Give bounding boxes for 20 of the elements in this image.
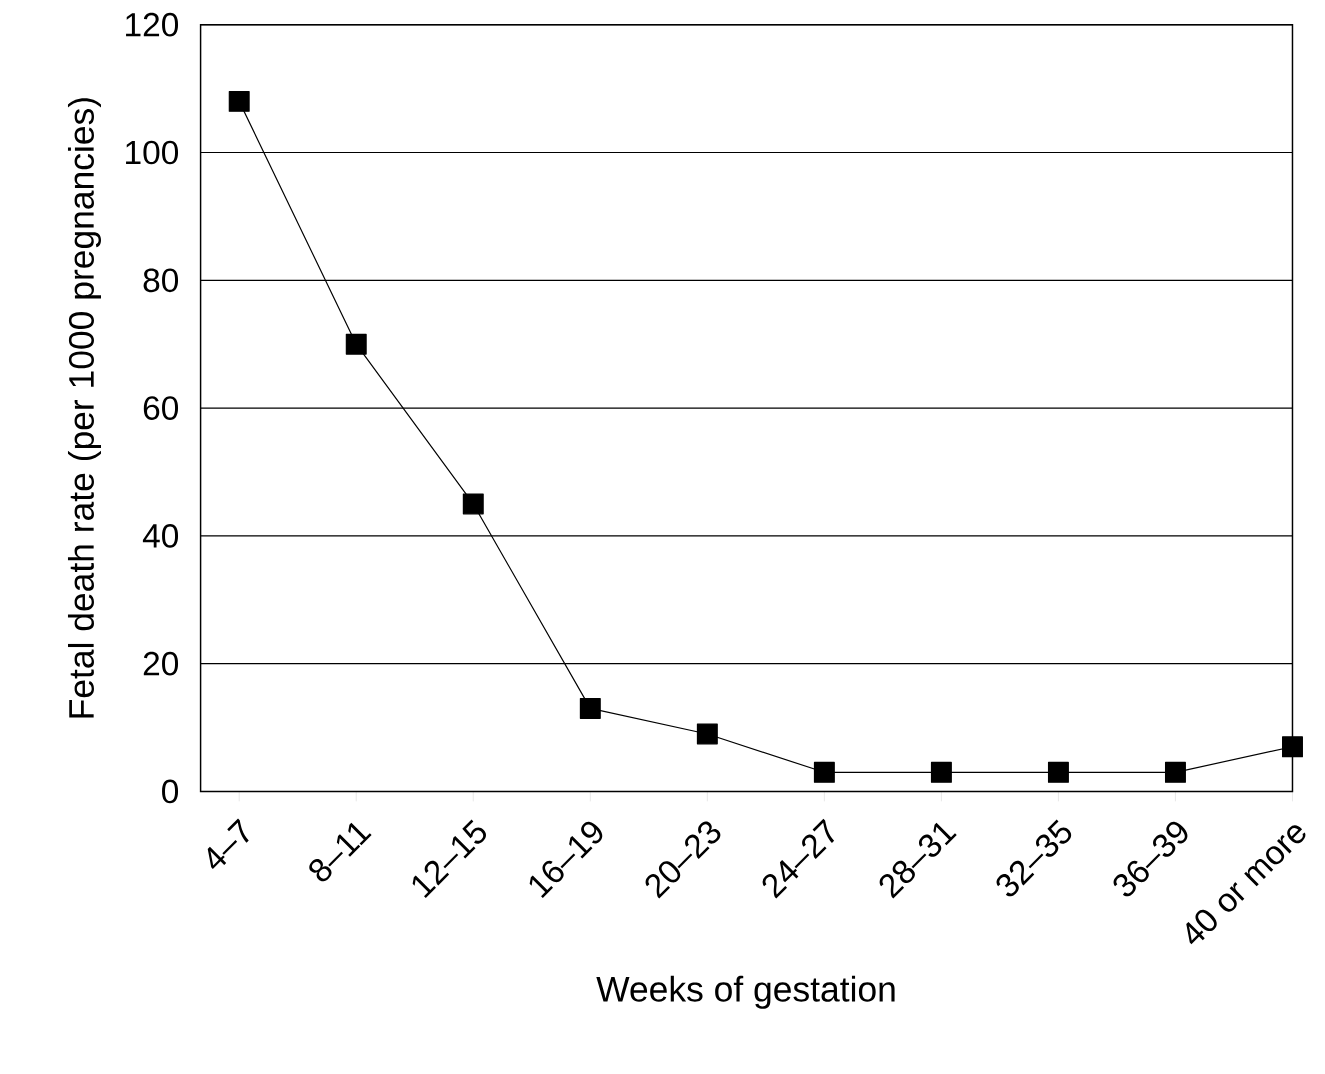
y-tick-label: 100 (126, 140, 179, 165)
point (1164, 761, 1186, 783)
point (345, 333, 367, 355)
point (579, 697, 601, 719)
y-tick-label: 0 (162, 779, 179, 804)
y-tick-label: 20 (143, 651, 179, 676)
y-axis-title: Fetal death rate (per 1000 pregnancies) (67, 98, 101, 718)
point (813, 761, 835, 783)
point (1047, 761, 1069, 783)
point (930, 761, 952, 783)
point (1282, 736, 1303, 758)
y-tick-label: 80 (143, 268, 179, 293)
x-axis-title: Weeks of gestation (596, 975, 895, 1009)
y-tick-label: 120 (126, 12, 179, 37)
y-tick-label: 60 (143, 396, 179, 420)
x-tick-label: 4–7 (207, 818, 249, 869)
point (696, 723, 718, 745)
point (228, 90, 250, 112)
point (462, 493, 484, 515)
y-tick-label: 40 (142, 524, 179, 548)
